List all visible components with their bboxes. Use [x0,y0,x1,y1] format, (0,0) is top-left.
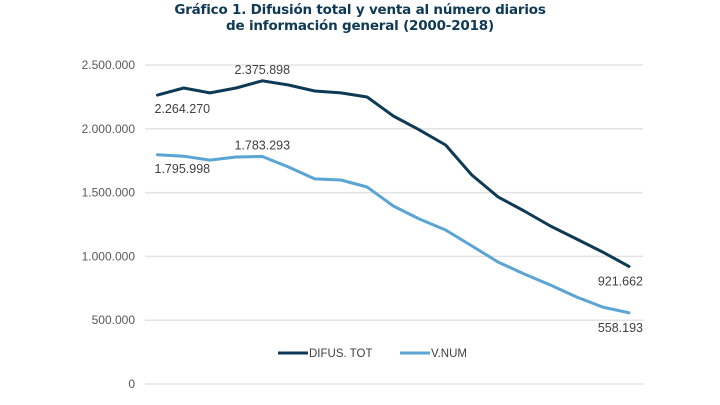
y-tick-label: 0 [128,377,135,391]
series-line-difus-tot [156,79,631,268]
data-label: 1.783.293 [234,138,290,152]
series-group [156,79,631,315]
y-tick-label: 1.000.000 [82,249,136,263]
series-line-v-num [156,153,631,315]
chart-title: Gráfico 1. Difusión total y venta al núm… [0,2,720,34]
data-labels: 2.264.270 2.375.898 921.662 1.795.998 1.783.… [155,63,644,335]
chart-title-line-2: de información general (2000-2018) [226,18,494,34]
y-tick-label: 1.500.000 [82,186,136,200]
data-label: 1.795.998 [155,162,211,176]
y-tick-label: 2.500.000 [82,58,136,72]
chart-title-line-1: Gráfico 1. Difusión total y venta al núm… [174,2,546,18]
y-tick-label: 500.000 [92,313,136,327]
data-label: 2.264.270 [155,102,211,116]
y-axis-ticks: 0 500.000 1.000.000 1.500.000 2.000.000 2.500… [82,58,136,391]
data-label: 2.375.898 [234,63,290,77]
data-label: 921.662 [598,274,643,288]
y-tick-label: 2.000.000 [82,122,136,136]
gridlines [145,64,643,385]
data-label: 558.193 [598,321,643,335]
legend-label: V.NUM [431,348,467,360]
legend: DIFUS. TOT V.NUM [278,348,467,360]
legend-label: DIFUS. TOT [309,348,372,360]
